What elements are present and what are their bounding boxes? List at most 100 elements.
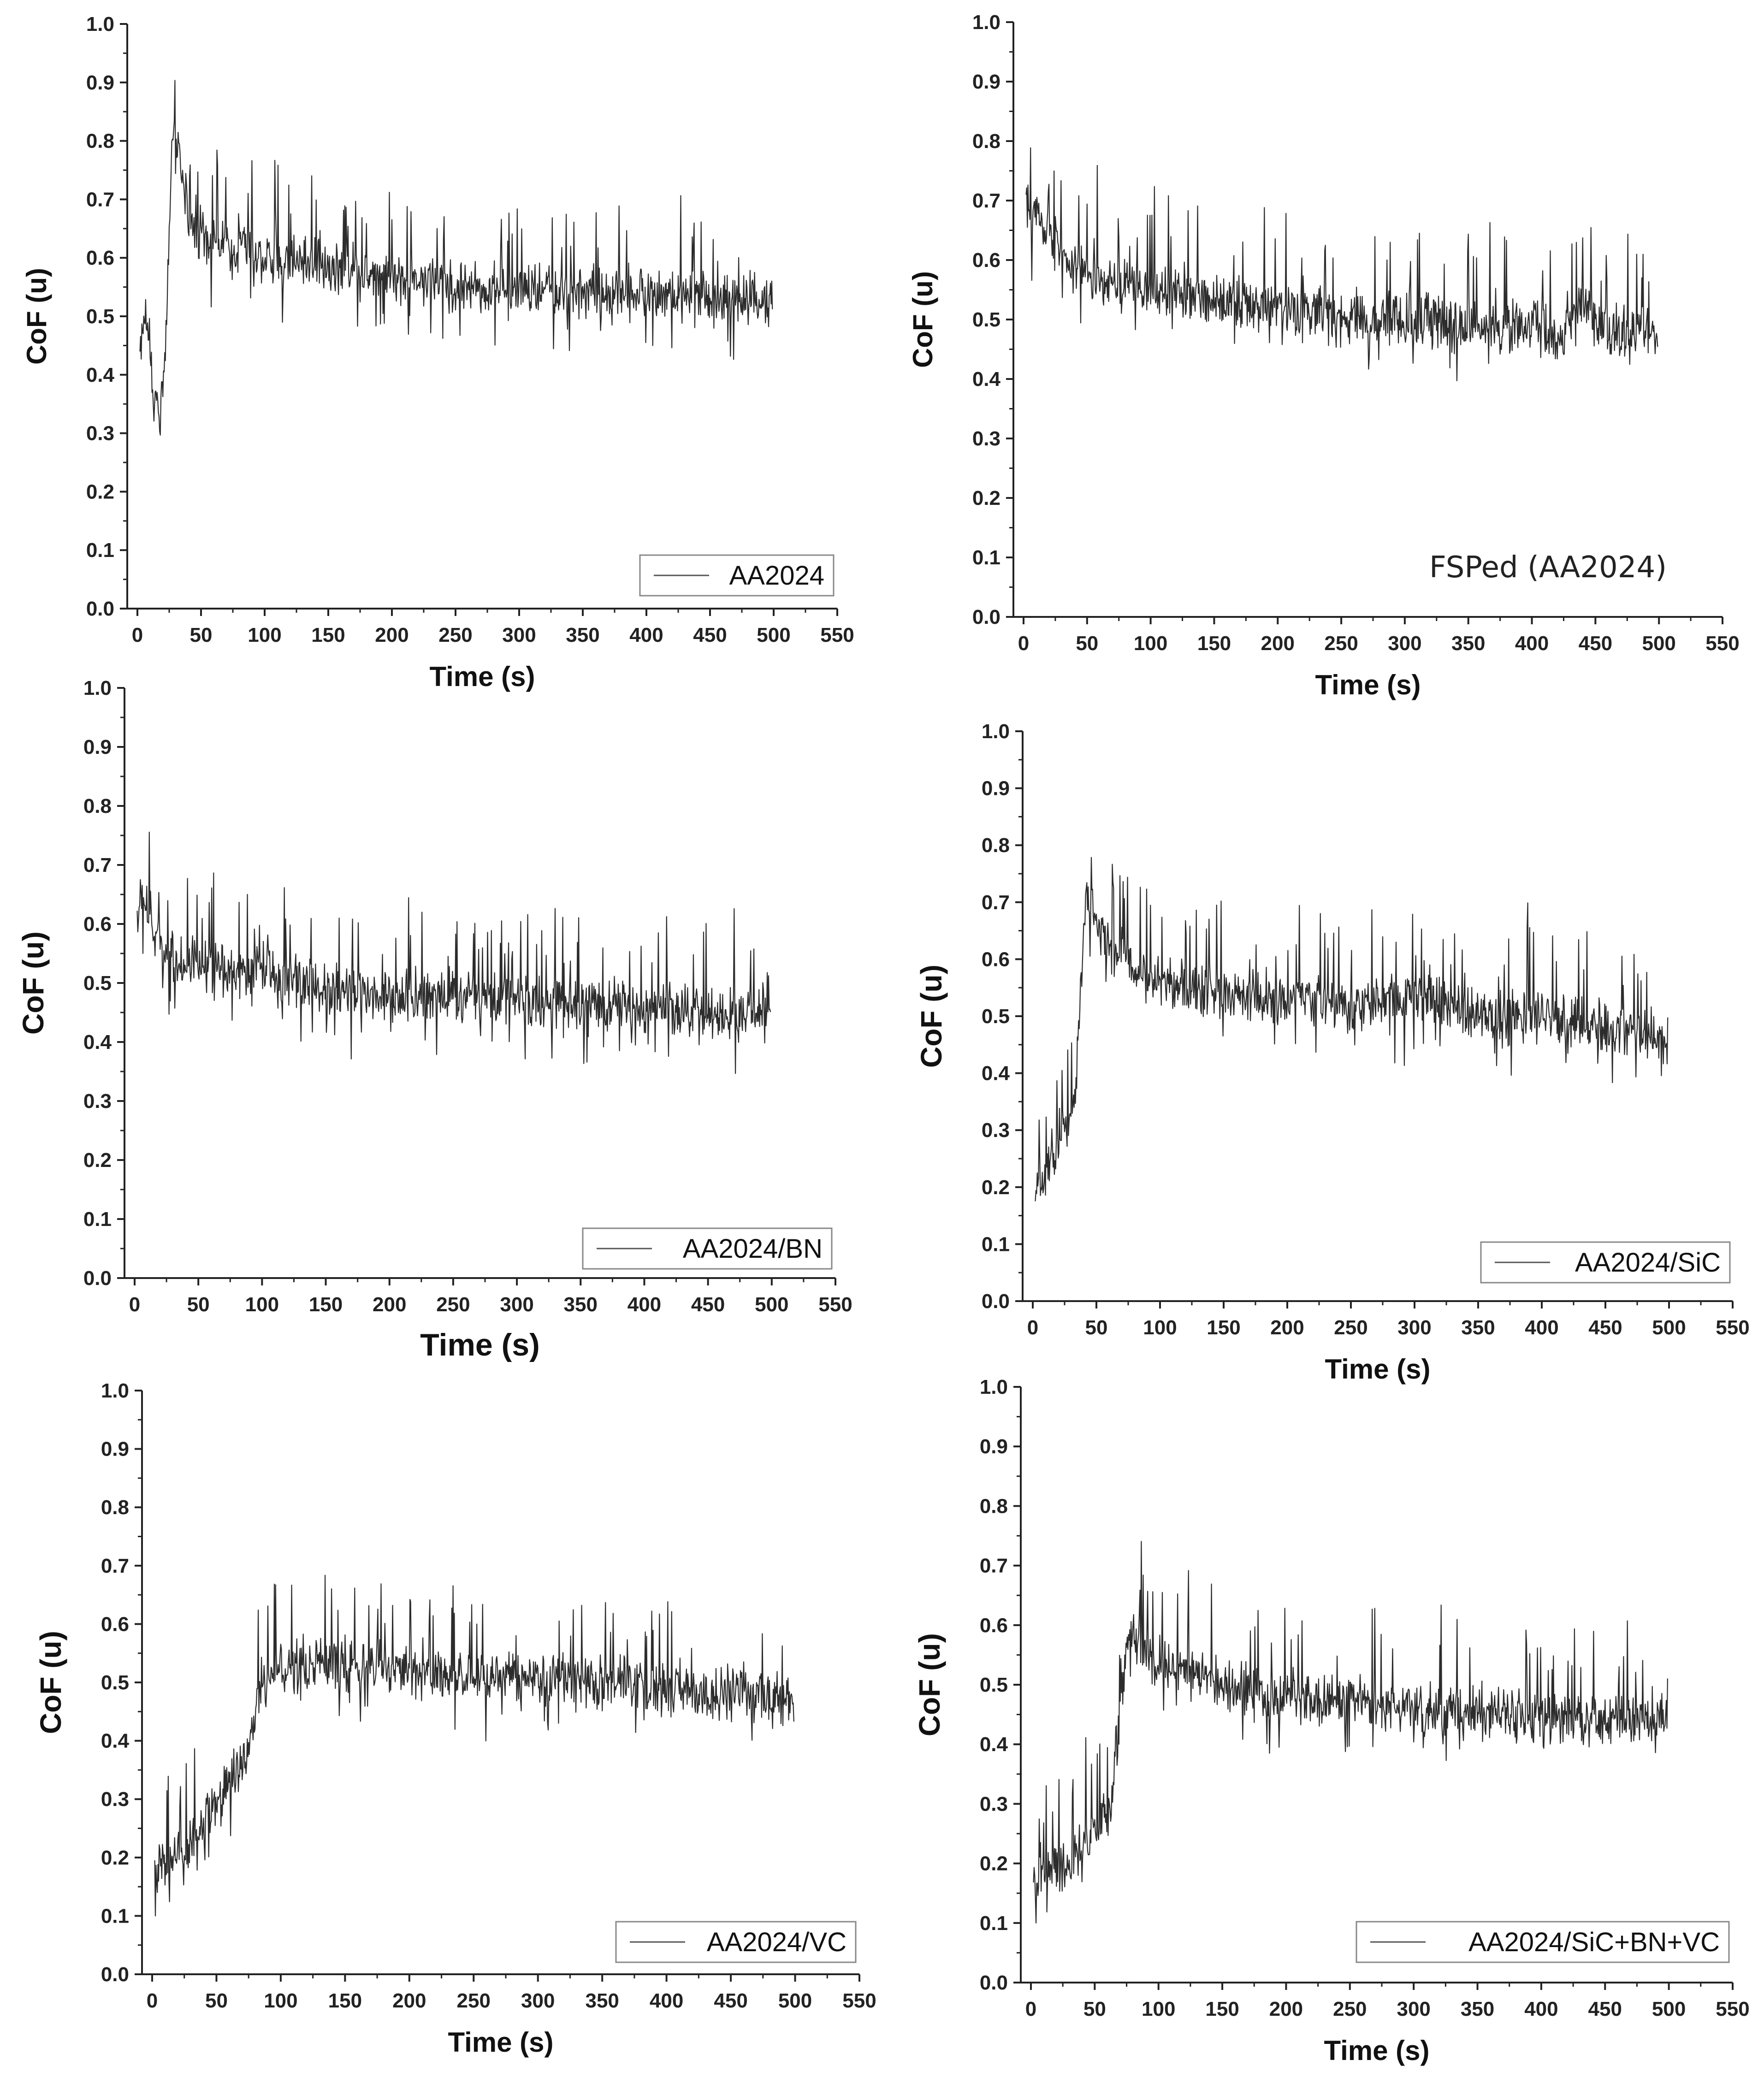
x-tick-label: 100 — [245, 1293, 279, 1316]
y-tick-label: 0.4 — [972, 368, 1001, 391]
y-tick-label: 0.9 — [86, 71, 114, 94]
x-tick-label: 150 — [1207, 1316, 1240, 1339]
x-tick-label: 250 — [1333, 1998, 1367, 2020]
y-axis-title: CoF (u) — [907, 271, 938, 368]
x-tick-label: 0 — [1025, 1998, 1036, 2020]
y-tick-label: 0.2 — [83, 1149, 112, 1172]
y-tick-label: 0.1 — [83, 1208, 112, 1231]
legend-label: FSPed (AA2024) — [1429, 551, 1667, 585]
x-tick-label: 50 — [1083, 1998, 1106, 2020]
x-axis-title: Time (s) — [448, 2027, 554, 2058]
y-tick-label: 0.9 — [101, 1438, 129, 1461]
x-tick-label: 100 — [1134, 632, 1167, 655]
y-tick-label: 0.0 — [980, 1972, 1008, 1994]
y-tick-label: 0.3 — [972, 427, 1000, 450]
x-tick-label: 250 — [436, 1293, 470, 1316]
x-tick-label: 550 — [1716, 1316, 1749, 1339]
x-tick-label: 200 — [1261, 632, 1295, 655]
y-axis-title: CoF (u) — [21, 268, 52, 365]
y-tick-label: 0.3 — [101, 1788, 129, 1811]
y-tick-label: 0.5 — [83, 972, 112, 995]
x-tick-label: 300 — [502, 624, 536, 646]
x-tick-label: 400 — [650, 1989, 683, 2012]
x-tick-label: 250 — [438, 624, 472, 646]
x-tick-label: 550 — [818, 1293, 852, 1316]
x-tick-label: 100 — [248, 624, 281, 646]
y-tick-label: 0.0 — [982, 1290, 1010, 1313]
y-tick-label: 0.6 — [101, 1613, 129, 1635]
y-tick-label: 0.6 — [972, 249, 1000, 272]
x-tick-label: 100 — [264, 1989, 297, 2012]
y-tick-label: 1.0 — [972, 11, 1000, 34]
x-tick-label: 100 — [1142, 1998, 1175, 2020]
y-tick-label: 0.8 — [980, 1495, 1008, 1517]
y-tick-label: 0.5 — [972, 308, 1000, 331]
y-tick-label: 0.0 — [86, 598, 114, 620]
chart-panel-2: 0.0 0.1 0.2 0.3 0.4 0.5 0.6 0.7 0.8 0.9 1.0 0 50 100 1… — [907, 11, 1740, 700]
y-tick-label: 1.0 — [83, 677, 112, 699]
x-tick-label: 450 — [693, 624, 727, 646]
x-tick-label: 0 — [147, 1989, 158, 2012]
y-tick-label: 0.7 — [83, 854, 112, 876]
x-tick-label: 350 — [1451, 632, 1485, 655]
y-tick-label: 0.5 — [86, 305, 114, 328]
cof-series-line — [1033, 1541, 1668, 1924]
x-tick-label: 550 — [1716, 1998, 1749, 2020]
x-tick-label: 350 — [566, 624, 599, 646]
x-tick-label: 200 — [373, 1293, 406, 1316]
y-axis-title: CoF (u) — [913, 1633, 946, 1736]
y-tick-label: 0.1 — [101, 1905, 129, 1927]
y-tick-label: 1.0 — [982, 720, 1010, 743]
y-tick-label: 0.7 — [86, 188, 114, 211]
y-tick-label: 0.1 — [86, 539, 114, 562]
x-tick-label: 400 — [1524, 1998, 1558, 2020]
chart-panel-3: 0.0 0.1 0.2 0.3 0.4 0.5 0.6 0.7 0.8 0.9 1.0 0 50 100 1… — [17, 677, 852, 1362]
x-tick-label: 150 — [311, 624, 345, 646]
x-tick-label: 500 — [1652, 1316, 1686, 1339]
x-tick-label: 400 — [1525, 1316, 1558, 1339]
y-tick-label: 0.2 — [86, 480, 114, 503]
y-tick-label: 0.8 — [83, 795, 112, 817]
x-axis-title: Time (s) — [1315, 669, 1421, 700]
x-tick-label: 200 — [375, 624, 408, 646]
x-tick-label: 50 — [1085, 1316, 1108, 1339]
x-axis-title: Time (s) — [1325, 1354, 1431, 1385]
y-tick-label: 0.2 — [980, 1853, 1008, 1875]
y-tick-label: 0.7 — [982, 891, 1010, 914]
y-tick-label: 0.6 — [83, 913, 112, 935]
x-tick-label: 200 — [392, 1989, 426, 2012]
x-tick-label: 550 — [820, 624, 854, 646]
x-tick-label: 250 — [1324, 632, 1358, 655]
legend-label: AA2024/VC — [707, 1927, 846, 1957]
y-tick-label: 0.8 — [101, 1496, 129, 1519]
y-tick-label: 0.4 — [86, 364, 115, 386]
cof-series-line — [139, 80, 773, 436]
x-tick-label: 500 — [1652, 1998, 1686, 2020]
y-tick-label: 0.0 — [83, 1267, 112, 1290]
y-tick-label: 0.7 — [101, 1555, 129, 1577]
y-tick-label: 0.5 — [101, 1671, 129, 1694]
y-axis-title: CoF (u) — [17, 931, 50, 1035]
cof-series-line — [1025, 147, 1658, 381]
y-tick-label: 0.8 — [972, 130, 1000, 153]
y-tick-label: 0.9 — [982, 777, 1010, 800]
y-tick-label: 0.3 — [980, 1793, 1008, 1815]
x-tick-label: 300 — [1397, 1316, 1431, 1339]
x-tick-label: 200 — [1269, 1998, 1303, 2020]
cof-series-line — [136, 831, 771, 1074]
y-tick-label: 0.4 — [83, 1031, 112, 1054]
x-tick-label: 450 — [691, 1293, 725, 1316]
x-tick-label: 50 — [1076, 632, 1098, 655]
legend-label: AA2024/SiC — [1575, 1248, 1721, 1278]
y-tick-label: 0.3 — [83, 1090, 112, 1113]
chart-panel-5: 0.0 0.1 0.2 0.3 0.4 0.5 0.6 0.7 0.8 0.9 1.0 0 50 100 1… — [34, 1379, 876, 2058]
x-tick-label: 450 — [1588, 1998, 1622, 2020]
x-tick-label: 500 — [755, 1293, 788, 1316]
y-axis-title: CoF (u) — [915, 965, 948, 1068]
x-tick-label: 300 — [1388, 632, 1421, 655]
y-tick-label: 0.5 — [980, 1674, 1008, 1696]
x-tick-label: 150 — [328, 1989, 362, 2012]
x-tick-label: 200 — [1270, 1316, 1304, 1339]
x-tick-label: 100 — [1143, 1316, 1177, 1339]
y-tick-label: 0.9 — [972, 71, 1000, 93]
